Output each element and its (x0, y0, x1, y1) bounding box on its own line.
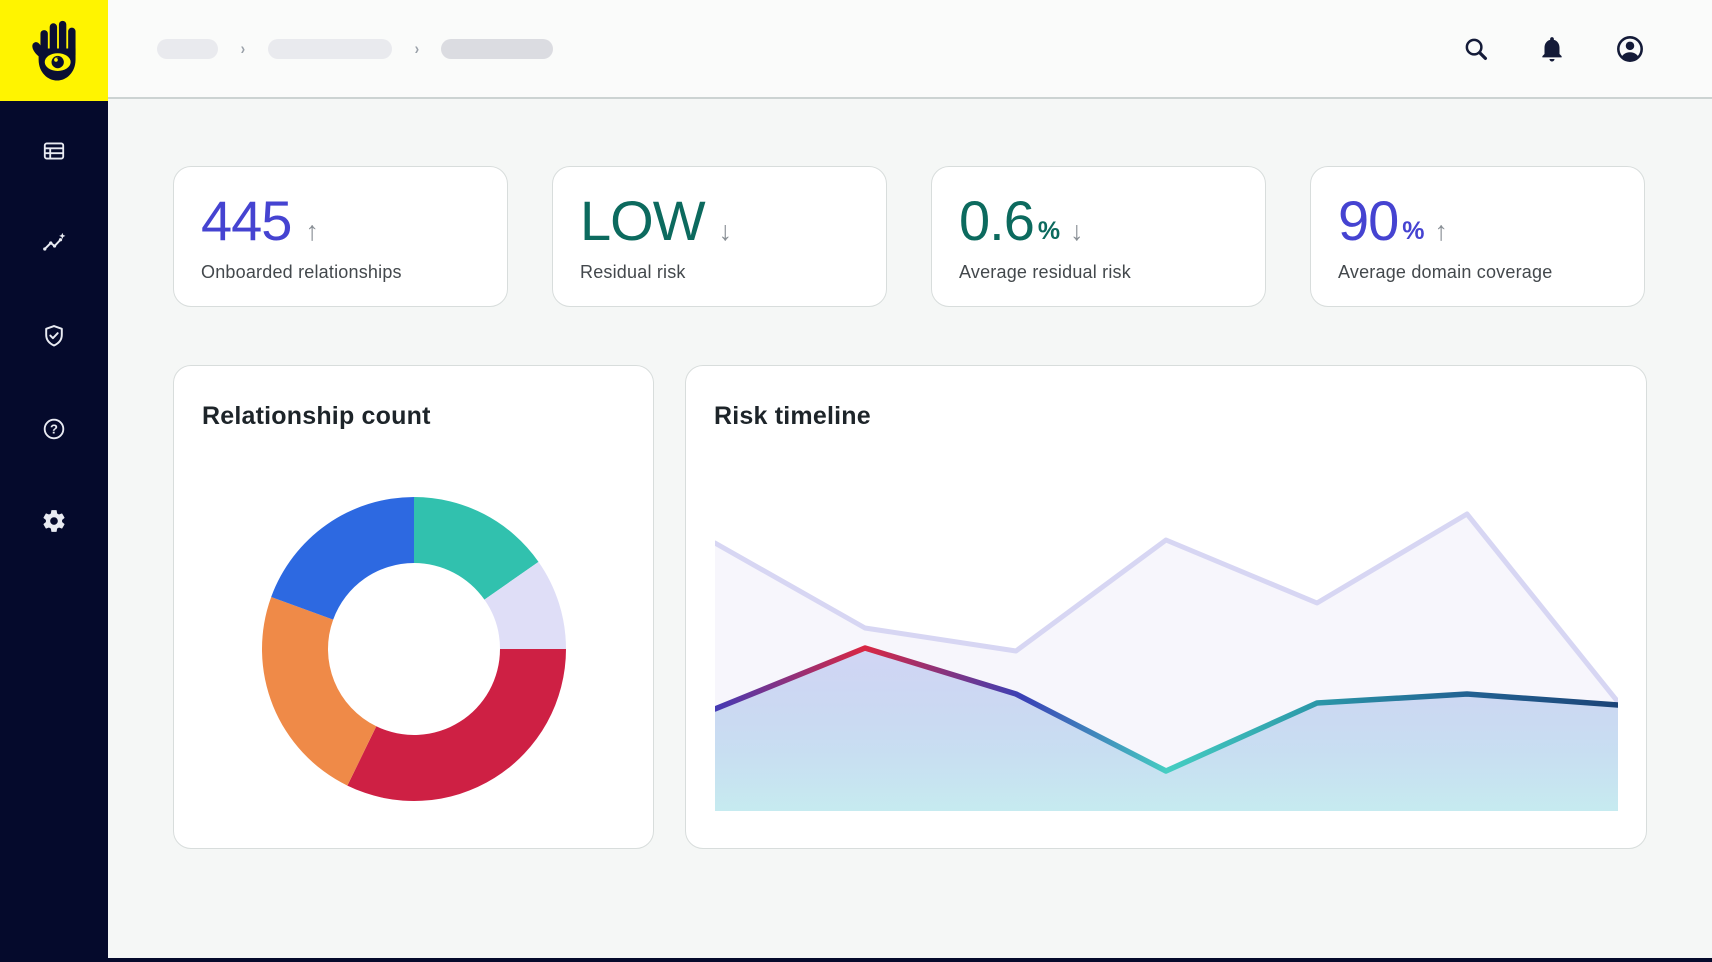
stat-value: LOW (580, 189, 706, 252)
donut-segment-orange[interactable] (261, 597, 376, 786)
stat-value-group: 90 % ↑ (1338, 193, 1618, 249)
sidebar-item-insights[interactable] (41, 230, 67, 256)
breadcrumb-skeleton-2[interactable] (267, 38, 392, 59)
donut-segment-lavender[interactable] (483, 561, 566, 649)
topbar-icons (1461, 32, 1647, 66)
sidebar-item-security[interactable] (41, 323, 67, 349)
topbar: › › (108, 0, 1712, 99)
donut-segment-crimson[interactable] (346, 649, 566, 801)
chevron-right-icon: › (414, 38, 419, 58)
stat-card-average-residual-risk[interactable]: 0.6 % ↓ Average residual risk (931, 166, 1266, 307)
stat-value-group: 0.6 % ↓ (959, 193, 1239, 249)
window-bottom-edge (0, 958, 1712, 962)
stat-card-residual-risk[interactable]: LOW ↓ Residual risk (552, 166, 887, 307)
trend-down-icon: ↓ (718, 216, 733, 246)
charts-row: Relationship count Risk timeline (173, 365, 1647, 849)
chevron-right-icon: › (240, 38, 246, 58)
sidebar: ? (0, 101, 108, 958)
chart-title: Relationship count (202, 402, 431, 430)
stat-label: Average residual risk (959, 262, 1131, 282)
stat-card-onboarded-relationships[interactable]: 445 ↑ Onboarded relationships (173, 166, 508, 307)
line-inherent-risk (715, 511, 1618, 705)
stat-label: Onboarded relationships (201, 262, 402, 282)
risk-timeline-card: Risk timeline (685, 365, 1647, 849)
relationship-count-card: Relationship count (173, 365, 654, 849)
stat-value-group: LOW ↓ (580, 193, 860, 249)
stat-suffix: % (1037, 217, 1061, 245)
stat-label: Average domain coverage (1338, 262, 1553, 282)
donut-segment-teal[interactable] (413, 497, 539, 600)
stat-value-group: 445 ↑ (201, 193, 481, 249)
app-logo[interactable] (0, 0, 108, 101)
account-icon[interactable] (1613, 32, 1647, 66)
risk-timeline-area-chart[interactable] (715, 501, 1618, 811)
breadcrumb: › › (157, 38, 554, 59)
stat-label: Residual risk (580, 262, 686, 282)
sidebar-item-settings[interactable] (41, 508, 67, 534)
breadcrumb-skeleton-3[interactable] (441, 38, 554, 59)
area-fill-residual-risk (715, 648, 1618, 811)
trend-up-icon: ↑ (305, 216, 319, 246)
stat-suffix: % (1402, 217, 1425, 245)
stat-value: 90 (1338, 189, 1399, 252)
stats-row: 445 ↑ Onboarded relationships LOW ↓ Resi… (173, 166, 1645, 307)
relationship-count-donut-chart[interactable] (261, 497, 566, 801)
sidebar-item-table[interactable] (41, 138, 67, 164)
sidebar-item-help[interactable]: ? (41, 416, 67, 442)
stat-value: 0.6 (959, 189, 1035, 252)
hand-eye-logo-icon (32, 20, 76, 81)
stat-value: 445 (201, 189, 292, 252)
trend-down-icon: ↓ (1070, 216, 1084, 246)
donut-segment-royal-blue[interactable] (270, 497, 414, 620)
main-content: 445 ↑ Onboarded relationships LOW ↓ Resi… (108, 101, 1712, 958)
trend-up-icon: ↑ (1434, 216, 1449, 246)
search-icon[interactable] (1461, 34, 1491, 64)
line-residual-risk (715, 645, 1618, 774)
svg-text:?: ? (50, 421, 58, 436)
stat-card-average-domain-coverage[interactable]: 90 % ↑ Average domain coverage (1310, 166, 1645, 307)
breadcrumb-skeleton-1[interactable] (157, 38, 218, 59)
notifications-icon[interactable] (1537, 34, 1567, 64)
chart-title: Risk timeline (714, 402, 871, 430)
